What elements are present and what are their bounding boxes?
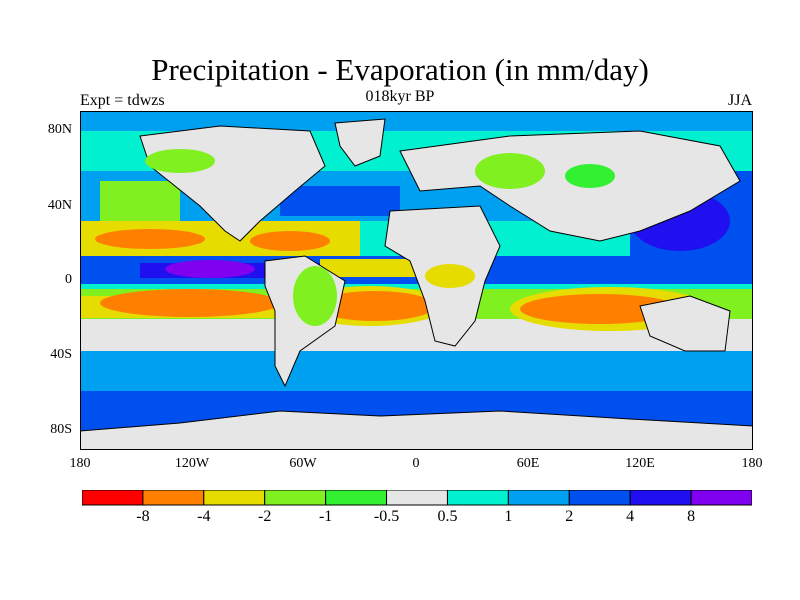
lon-tick-120e: 120E xyxy=(625,456,655,471)
colorbar-label-0: -8 xyxy=(136,508,150,525)
lon-tick-180e: 180 xyxy=(741,456,763,471)
colorbar-label-3: -1 xyxy=(318,508,333,525)
colorbar-label-6: 1 xyxy=(504,508,513,525)
colorbar-swatch-0 xyxy=(82,490,144,506)
lon-tick-0: 0 xyxy=(412,456,420,471)
colorbar xyxy=(82,490,752,506)
lon-tick-120w: 120W xyxy=(174,456,210,471)
colorbar-swatch-7 xyxy=(507,490,570,506)
lat-tick-40n: 40N xyxy=(47,198,72,213)
colorbar-swatch-6 xyxy=(446,490,509,506)
colorbar-swatch-9 xyxy=(629,490,692,506)
colorbar-label-7: 2 xyxy=(565,508,574,525)
map-frame xyxy=(80,111,753,450)
colorbar-swatch-2 xyxy=(203,490,266,506)
land-precip-patches xyxy=(145,149,615,326)
colorbar-swatch-10 xyxy=(690,490,752,506)
experiment-label: Expt = tdwzs xyxy=(80,92,165,109)
field-bands xyxy=(80,111,753,431)
lat-tick-80s: 80S xyxy=(50,422,72,437)
colorbar-swatch-1 xyxy=(142,490,205,506)
season-label: JJA xyxy=(727,92,752,109)
world-map xyxy=(80,111,753,450)
colorbar-label-2: -2 xyxy=(258,508,272,525)
colorbar-label-8: 4 xyxy=(626,508,635,525)
lat-tick-80n: 80N xyxy=(47,122,72,137)
lat-tick-40s: 40S xyxy=(50,347,72,362)
colorbar-swatch-3 xyxy=(264,490,327,506)
colorbar-swatch-4 xyxy=(325,490,388,506)
colorbar-label-9: 8 xyxy=(687,508,696,525)
lat-tick-0: 0 xyxy=(65,272,72,287)
lon-tick-180w: 180 xyxy=(69,456,91,471)
colorbar-swatch-8 xyxy=(568,490,631,506)
colorbar-label-1: -4 xyxy=(197,508,211,525)
map-subtitle: 018kyr BP xyxy=(365,88,435,105)
colorbar-label-5: 0.5 xyxy=(437,508,458,525)
map-title: Precipitation - Evaporation (in mm/day) xyxy=(151,52,649,87)
lon-tick-60w: 60W xyxy=(289,456,317,471)
lon-tick-60e: 60E xyxy=(516,456,540,471)
colorbar-swatch-5 xyxy=(386,490,448,506)
colorbar-label-4: -0.5 xyxy=(373,508,400,525)
